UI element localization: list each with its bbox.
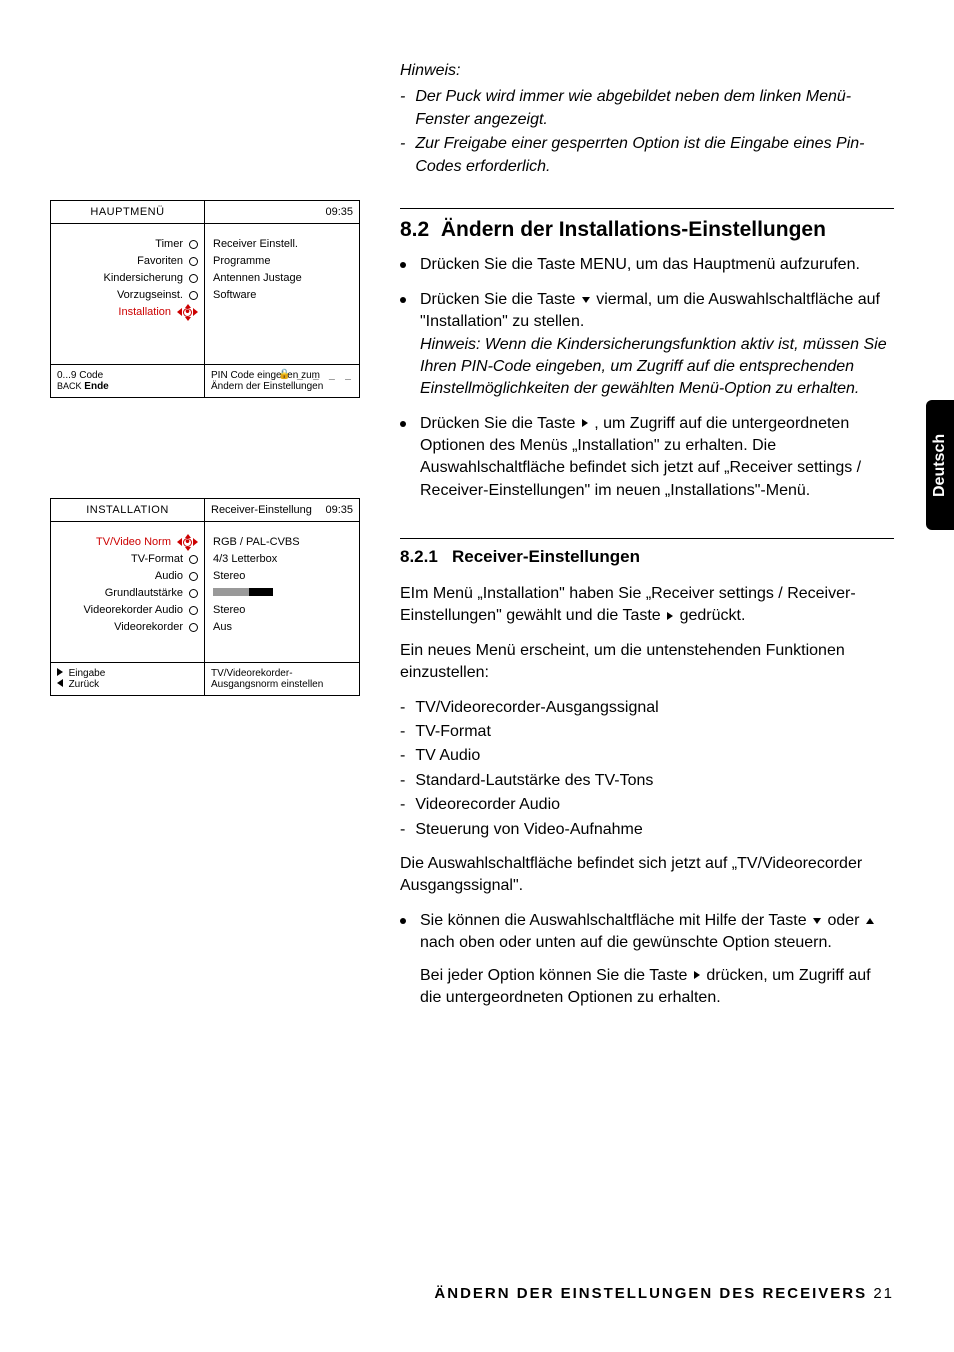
- ui2-time: 09:35: [325, 504, 353, 516]
- radio-icon: [189, 606, 198, 615]
- menu-value: Stereo: [213, 570, 351, 582]
- bullet-item: Drücken Sie die Taste MENU, um das Haupt…: [400, 254, 894, 276]
- paragraph: Ein neues Menü erscheint, um die untenst…: [400, 640, 894, 685]
- ui1-time: 09:35: [325, 206, 353, 218]
- bullet-item: Drücken Sie die Taste viermal, um die Au…: [400, 289, 894, 401]
- dash-item: -Standard-Lautstärke des TV-Tons: [400, 770, 894, 792]
- ui2-footer-right: TV/Videorekorder-Ausgangsnorm einstellen: [205, 663, 359, 695]
- ui1-footer-left: 0...9 Code BACK Ende: [51, 365, 205, 397]
- radio-icon: [189, 572, 198, 581]
- arrow-up-icon: [866, 918, 874, 924]
- dash-item: -TV-Format: [400, 721, 894, 743]
- menu-row: TV-Format: [57, 553, 198, 565]
- hint-item: -Der Puck wird immer wie abgebildet nebe…: [400, 86, 894, 131]
- lock-icon: 🔒: [278, 369, 292, 380]
- arrow-down-icon: [813, 918, 821, 924]
- dash-item: -TV/Videorecorder-Ausgangssignal: [400, 697, 894, 719]
- triangle-left-icon: [57, 679, 63, 687]
- menu-row: Audio: [57, 570, 198, 582]
- menu-value: Programme: [213, 255, 351, 267]
- selection-puck-icon: [177, 308, 198, 317]
- menu-row: TV/Video Norm: [57, 536, 198, 548]
- menu-row: Installation: [57, 306, 198, 318]
- radio-icon: [189, 589, 198, 598]
- dash-item: -Videorecorder Audio: [400, 794, 894, 816]
- menu-value: Stereo: [213, 604, 351, 616]
- menu-row: Favoriten: [57, 255, 198, 267]
- installation-mock: INSTALLATION Receiver-Einstellung 09:35 …: [50, 498, 360, 696]
- section-8-2-1-heading: 8.2.1 Receiver-Einstellungen: [400, 545, 894, 569]
- menu-row: Vorzugseinst.: [57, 289, 198, 301]
- volume-bar: [213, 588, 273, 596]
- arrow-right-icon: [667, 612, 673, 620]
- menu-row: Kindersicherung: [57, 272, 198, 284]
- page-footer: ÄNDERN DER EINSTELLUNGEN DES RECEIVERS 2…: [0, 1285, 954, 1302]
- selection-puck-icon: [177, 538, 198, 547]
- menu-value: Software: [213, 289, 351, 301]
- radio-icon: [189, 274, 198, 283]
- menu-row: Grundlautstärke: [57, 587, 198, 599]
- bullet-icon: [400, 297, 406, 303]
- arrow-right-icon: [694, 971, 700, 979]
- menu-value: Aus: [213, 621, 351, 633]
- hint-item: -Zur Freigabe einer gesperrten Option is…: [400, 133, 894, 178]
- radio-icon: [189, 240, 198, 249]
- arrow-down-icon: [582, 297, 590, 303]
- menu-value: RGB / PAL-CVBS: [213, 536, 351, 548]
- ui2-footer-left: Eingabe Zurück: [51, 663, 205, 695]
- ui1-footer-right: 🔒_ _ _ _ PIN Code eingeben zum Ändern de…: [205, 365, 359, 397]
- menu-value: [213, 587, 351, 599]
- bullet-item: Sie können die Auswahlschaltfläche mit H…: [400, 910, 894, 1010]
- section-8-2-heading: 8.2 Ändern der Installations-Einstellung…: [400, 215, 894, 244]
- bullet-icon: [400, 421, 406, 427]
- menu-value: Receiver Einstell.: [213, 238, 351, 250]
- language-tab: Deutsch: [926, 400, 954, 530]
- menu-row: Videorekorder Audio: [57, 604, 198, 616]
- radio-icon: [189, 555, 198, 564]
- menu-value: Antennen Justage: [213, 272, 351, 284]
- radio-icon: [189, 623, 198, 632]
- dash-item: -Steuerung von Video-Aufnahme: [400, 819, 894, 841]
- dash-item: -TV Audio: [400, 745, 894, 767]
- triangle-right-icon: [57, 668, 63, 676]
- radio-icon: [189, 291, 198, 300]
- paragraph: EIm Menü „Installation" haben Sie „Recei…: [400, 583, 894, 628]
- menu-value: 4/3 Letterbox: [213, 553, 351, 565]
- bullet-icon: [400, 262, 406, 268]
- radio-icon: [189, 257, 198, 266]
- hint-block: Hinweis: -Der Puck wird immer wie abgebi…: [400, 60, 894, 178]
- ui2-title: INSTALLATION: [51, 499, 205, 521]
- bullet-icon: [400, 918, 406, 924]
- arrow-right-icon: [582, 419, 588, 427]
- bullet-item: Drücken Sie die Taste , um Zugriff auf d…: [400, 413, 894, 503]
- ui1-title: HAUPTMENÜ: [51, 201, 205, 223]
- hauptmenu-mock: HAUPTMENÜ 09:35 Timer Favoriten Kindersich…: [50, 200, 360, 398]
- paragraph: Die Auswahlschaltfläche befindet sich je…: [400, 853, 894, 898]
- menu-row: Videorekorder: [57, 621, 198, 633]
- menu-row: Timer: [57, 238, 198, 250]
